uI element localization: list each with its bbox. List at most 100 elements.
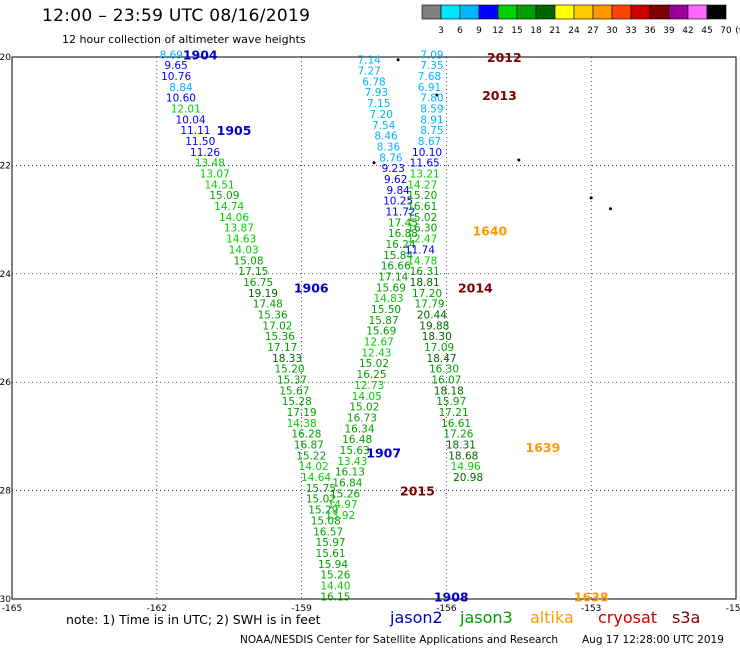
swh-value: 15.20	[407, 190, 437, 202]
pass-number-label: 1905	[217, 123, 252, 138]
swh-value: 15.02	[349, 402, 379, 414]
swh-value: 15.29	[308, 505, 338, 517]
swh-value: 17.79	[414, 299, 444, 311]
island-marker	[609, 207, 613, 211]
swh-value: 15.97	[436, 396, 466, 408]
swh-value: 13.07	[200, 169, 230, 181]
lon-tick-label: -165	[2, 604, 22, 614]
swh-value: 6.91	[418, 82, 441, 94]
swh-value: 7.68	[418, 71, 441, 83]
swh-value: 16.24	[386, 239, 416, 251]
pass-number-label: 1638	[574, 589, 609, 604]
swh-value: 16.87	[294, 440, 324, 452]
colorbar-label: 3	[438, 26, 444, 36]
swh-value: 16.31	[410, 266, 440, 278]
swh-value: 12.47	[407, 234, 437, 246]
swh-value: 16.61	[407, 201, 437, 213]
pass-number-label: 1904	[183, 47, 218, 62]
swh-value: 14.40	[320, 580, 350, 592]
units-note: note: 1) Time is in UTC; 2) SWH is in fe…	[66, 612, 321, 627]
swh-value: 14.83	[373, 293, 403, 305]
swh-value: 15.02	[407, 212, 437, 224]
swh-value: 20.98	[453, 472, 483, 484]
swh-value: 14.03	[229, 244, 259, 256]
swh-value: 17.17	[267, 342, 297, 354]
pass-number-label: 1639	[526, 440, 561, 455]
swh-value: 8.67	[418, 136, 441, 148]
swh-value: 7.35	[420, 60, 443, 72]
swh-value: 8.69	[160, 49, 183, 61]
colorbar-label: 45	[701, 26, 712, 36]
colorbar-label: 30	[606, 26, 618, 36]
swh-value: 18.47	[427, 353, 457, 365]
legend-jason2: jason2	[390, 608, 443, 627]
swh-value: 6.78	[362, 76, 385, 88]
lat-tick-label: -28	[0, 487, 11, 497]
lat-tick-label: -22	[0, 161, 11, 171]
legend-jason3: jason3	[460, 608, 513, 627]
lon-tick-label: -162	[147, 604, 167, 614]
colorbar-label: 36	[644, 26, 656, 36]
swh-value: 8.59	[420, 103, 443, 115]
swh-value: 15.20	[275, 364, 305, 376]
swh-value: 14.97	[328, 499, 358, 511]
swh-value: 16.28	[291, 429, 321, 441]
swh-value: 7.09	[420, 49, 443, 61]
lat-tick-label: -24	[0, 270, 11, 280]
colorbar-label: 18	[530, 26, 542, 36]
swh-value: 16.48	[342, 434, 372, 446]
lon-tick-label: -156	[436, 604, 457, 614]
swh-value: 16.88	[388, 228, 418, 240]
swh-value: 11.11	[180, 125, 210, 137]
swh-value: 15.28	[282, 396, 312, 408]
swh-value: 15.69	[376, 282, 406, 294]
map-subtitle: 12 hour collection of altimeter wave hei…	[62, 33, 306, 46]
swh-value: 13.92	[325, 510, 355, 522]
island-marker	[589, 196, 593, 200]
swh-value: 12.73	[354, 380, 384, 392]
swh-value: 14.63	[226, 234, 256, 246]
colorbar-label: 27	[587, 26, 598, 36]
swh-value: 14.51	[205, 179, 235, 191]
swh-value: 7.15	[367, 98, 390, 110]
swh-value: 15.67	[279, 385, 309, 397]
swh-value: 16.66	[381, 261, 411, 273]
colorbar-label: 33	[625, 26, 636, 36]
swh-value: 19.88	[419, 320, 449, 332]
swh-value: 15.22	[296, 450, 326, 462]
pass-number-label: 1906	[294, 280, 329, 295]
lon-tick-label: -150	[726, 604, 740, 614]
swh-value: 15.08	[233, 255, 263, 267]
swh-value: 15.50	[371, 304, 401, 316]
swh-value: 18.68	[448, 450, 478, 462]
lat-tick-label: -26	[0, 378, 11, 388]
swh-value: 17.48	[253, 299, 283, 311]
swh-value: 16.73	[347, 412, 377, 424]
colorbar-label: 24	[568, 26, 580, 36]
swh-value: 17.14	[378, 272, 408, 284]
swh-value: 8.46	[374, 131, 398, 143]
swh-value: 14.96	[451, 461, 481, 473]
pass-number-label: 1907	[366, 446, 401, 461]
swh-value: 18.31	[446, 440, 476, 452]
swh-value: 15.36	[258, 309, 288, 321]
swh-value: 15.69	[366, 326, 396, 338]
swh-value: 9.65	[164, 60, 187, 72]
swh-value: 17.09	[424, 342, 454, 354]
pass-number-label: 2014	[458, 280, 493, 295]
swh-value: 7.14	[357, 55, 381, 67]
swh-value: 11.65	[410, 158, 440, 170]
swh-value: 14.05	[352, 391, 382, 403]
colorbar-label: 39	[663, 26, 675, 36]
swh-value: 10.76	[161, 71, 191, 83]
pass-number-label: 1908	[434, 589, 469, 604]
swh-value: 8.84	[169, 82, 193, 94]
map-frame	[11, 56, 737, 600]
swh-value: 9.84	[386, 185, 410, 197]
swh-value: 11.50	[185, 136, 215, 148]
swh-value: 9.23	[382, 163, 405, 175]
lon-tick-label: -159	[291, 604, 312, 614]
swh-value: 17.45	[388, 217, 418, 229]
swh-value: 15.84	[383, 250, 413, 262]
